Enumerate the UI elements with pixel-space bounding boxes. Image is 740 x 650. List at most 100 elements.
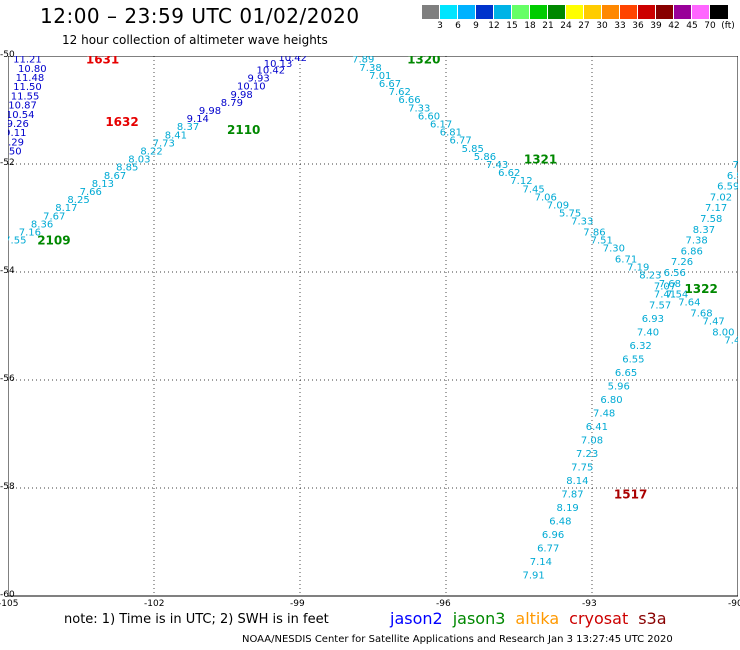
wave-height-label: 6.86 [681,246,703,257]
wave-height-label: 8.13 [92,179,114,190]
wave-height-label: 7.02 [710,192,732,203]
wave-height-label: 7.16 [19,228,41,239]
wave-height-label: 7.91 [522,570,544,581]
legend-swatch [602,5,620,19]
wave-height-label: 7.38 [359,63,381,74]
wave-height-label: 7.09 [547,201,569,212]
wave-height-label: 7.54 [666,290,688,301]
wave-height-label: 6.67 [379,79,401,90]
wave-height-label: 10.42 [256,66,285,77]
latitude-tick-label: -58 [0,482,15,492]
wave-height-label: 7.08 [581,435,603,446]
pass-time-label: 2110 [227,123,260,137]
legend-tick: 9 [473,21,479,31]
legend-swatch [548,5,566,19]
wave-height-label: 7.45 [724,336,738,347]
pass-time-label: 1321 [524,153,557,167]
credit-line: NOAA/NESDIS Center for Satellite Applica… [242,634,673,645]
wave-height-label: 6.56 [664,268,686,279]
wave-height-label: 8.85 [116,163,138,174]
wave-height-label: 6.77 [449,136,471,147]
pass-time-label: 1632 [105,115,138,129]
map-frame [8,56,738,597]
legend-tick: 24 [560,21,572,31]
wave-height-label: 7.48 [593,408,615,419]
wave-height-label: 7.01 [369,71,391,82]
wave-height-label: 10.10 [237,82,266,93]
wave-height-label: 7.6 [732,160,738,171]
legend-tick: 21 [542,21,554,31]
satellite-legend: jason2 jason3 altika cryosat s3a [390,609,667,628]
wave-height-label: 7.17 [705,203,727,214]
wave-height-label: 8.23 [639,271,661,282]
wave-height-label: 10.42 [278,56,307,64]
legend-swatch [638,5,656,19]
legend-tick: 18 [524,21,536,31]
legend-tick: 70 [704,21,716,31]
legend-tick: 12 [488,21,500,31]
wave-height-label: 7.30 [603,244,625,255]
wave-height-label: 7.40 [637,327,659,338]
wave-height-label: 7.26 [671,257,693,268]
longitude-tick-label: -99 [290,599,305,609]
wave-height-label: 11.48 [16,73,45,84]
wave-height-label: 6.71 [615,255,637,266]
wave-height-map: 11.2110.8011.4811.5011.5510.8710.549.269… [8,56,738,597]
legend-tick: 30 [596,21,608,31]
wave-height-label: 6.93 [642,314,664,325]
legend-swatch [530,5,548,19]
legend-swatch [422,5,440,19]
wave-height-label: 8.41 [165,130,187,141]
track-labels: 11.2110.8011.4811.5011.5510.8710.549.269… [8,56,738,581]
wave-height-label: 7.73 [153,138,175,149]
wave-height-label: 7.47 [703,317,725,328]
latitude-tick-label: -56 [0,374,15,384]
wave-height-label: 7.87 [561,489,583,500]
wave-height-label: 9.98 [230,90,252,101]
wave-height-label: 5.96 [608,381,630,392]
wave-height-label: 9.14 [187,114,209,125]
latitude-tick-label: -60 [0,590,15,600]
wave-height-label: 7.55 [8,236,26,247]
wave-height-label: 6.66 [398,95,420,106]
pass-time-label: 2109 [37,234,70,248]
wave-height-label: 7.67 [43,211,65,222]
wave-height-label: 8.14 [566,476,588,487]
wave-height-label: 6.81 [440,128,462,139]
wave-height-label: 7.62 [389,87,411,98]
wave-height-label: 6.90 [727,171,738,182]
latitude-tick-label: -52 [0,158,15,168]
legend-swatch [620,5,638,19]
wave-height-label: 8.67 [104,171,126,182]
longitude-tick-label: -102 [144,599,165,609]
legend-swatch [494,5,512,19]
wave-height-label: 8.37 [177,122,199,133]
wave-height-label: 9.98 [199,106,221,117]
wave-height-label: 7.19 [627,263,649,274]
satellite-name-altika: altika [515,609,560,628]
pass-time-label: 1631 [86,56,119,67]
legend-tick: 27 [578,21,590,31]
wave-height-label: 5.86 [474,152,496,163]
legend-tick-labels: 3 6 9 12 15 18 21 24 27 30 33 36 39 42 45 70 (ft) [422,21,740,33]
wave-height-label: 10.80 [18,64,47,75]
map-grid [8,56,738,596]
wave-height-label: 7.45 [522,184,544,195]
wave-height-label: 7.14 [530,557,552,568]
wave-height-label: 10.54 [8,110,34,121]
latitude-tick-label: -50 [0,50,15,60]
wave-height-label: 7.58 [700,214,722,225]
wave-height-label: 7.86 [583,228,605,239]
wave-height-label: 8.22 [140,147,162,158]
legend-swatch [458,5,476,19]
wave-height-label: 10.13 [264,59,293,70]
wave-height-label: 9.50 [8,147,22,158]
wave-height-label: 7.57 [649,300,671,311]
wave-height-label: 7.33 [408,103,430,114]
pass-time-label: 1517 [614,487,647,501]
legend-tick: 42 [668,21,680,31]
legend-swatch [692,5,710,19]
wave-height-label: 11.50 [13,82,42,93]
wave-height-label: 6.32 [630,341,652,352]
wave-height-label: 7.66 [80,187,102,198]
